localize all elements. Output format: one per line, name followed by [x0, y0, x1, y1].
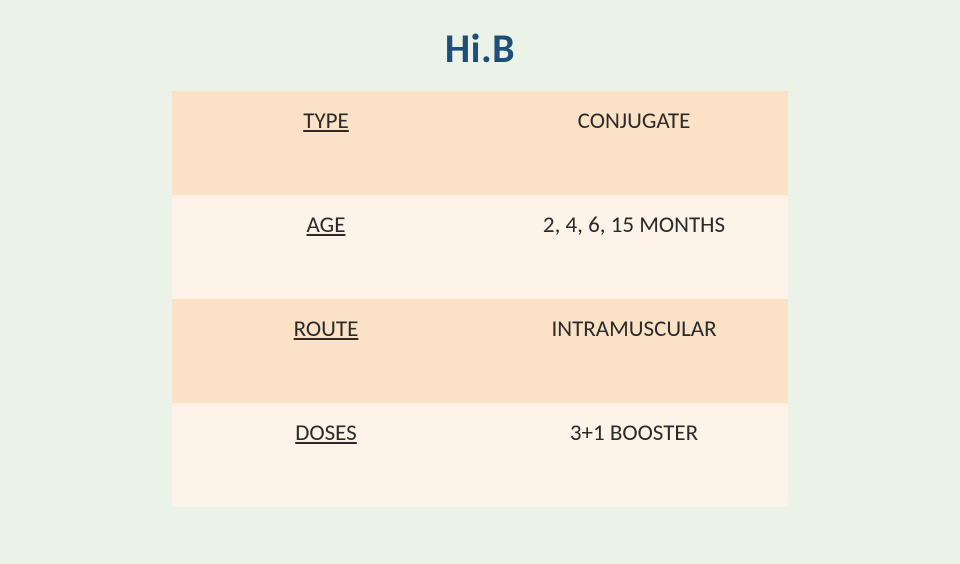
- row-label-cell: ROUTE: [172, 299, 480, 403]
- row-label: TYPE: [303, 107, 349, 135]
- row-value-cell: 3+1 BOOSTER: [480, 403, 788, 507]
- row-label: ROUTE: [294, 315, 359, 343]
- row-value: INTRAMUSCULAR: [551, 315, 716, 343]
- table-row: DOSES 3+1 BOOSTER: [172, 403, 788, 507]
- row-value: CONJUGATE: [578, 107, 691, 135]
- page-title: Hi.B: [0, 24, 960, 73]
- info-table-body: TYPE CONJUGATE AGE 2, 4, 6, 15 MONTHS RO…: [172, 91, 788, 507]
- table-row: AGE 2, 4, 6, 15 MONTHS: [172, 195, 788, 299]
- row-label-cell: TYPE: [172, 91, 480, 195]
- table-row: ROUTE INTRAMUSCULAR: [172, 299, 788, 403]
- row-value: 2, 4, 6, 15 MONTHS: [543, 211, 725, 239]
- row-value-cell: INTRAMUSCULAR: [480, 299, 788, 403]
- table-row: TYPE CONJUGATE: [172, 91, 788, 195]
- row-value-cell: 2, 4, 6, 15 MONTHS: [480, 195, 788, 299]
- row-label: DOSES: [295, 419, 357, 447]
- row-label-cell: AGE: [172, 195, 480, 299]
- row-value-cell: CONJUGATE: [480, 91, 788, 195]
- info-table: TYPE CONJUGATE AGE 2, 4, 6, 15 MONTHS RO…: [172, 91, 788, 507]
- row-value: 3+1 BOOSTER: [570, 419, 698, 447]
- row-label: AGE: [307, 211, 346, 239]
- row-label-cell: DOSES: [172, 403, 480, 507]
